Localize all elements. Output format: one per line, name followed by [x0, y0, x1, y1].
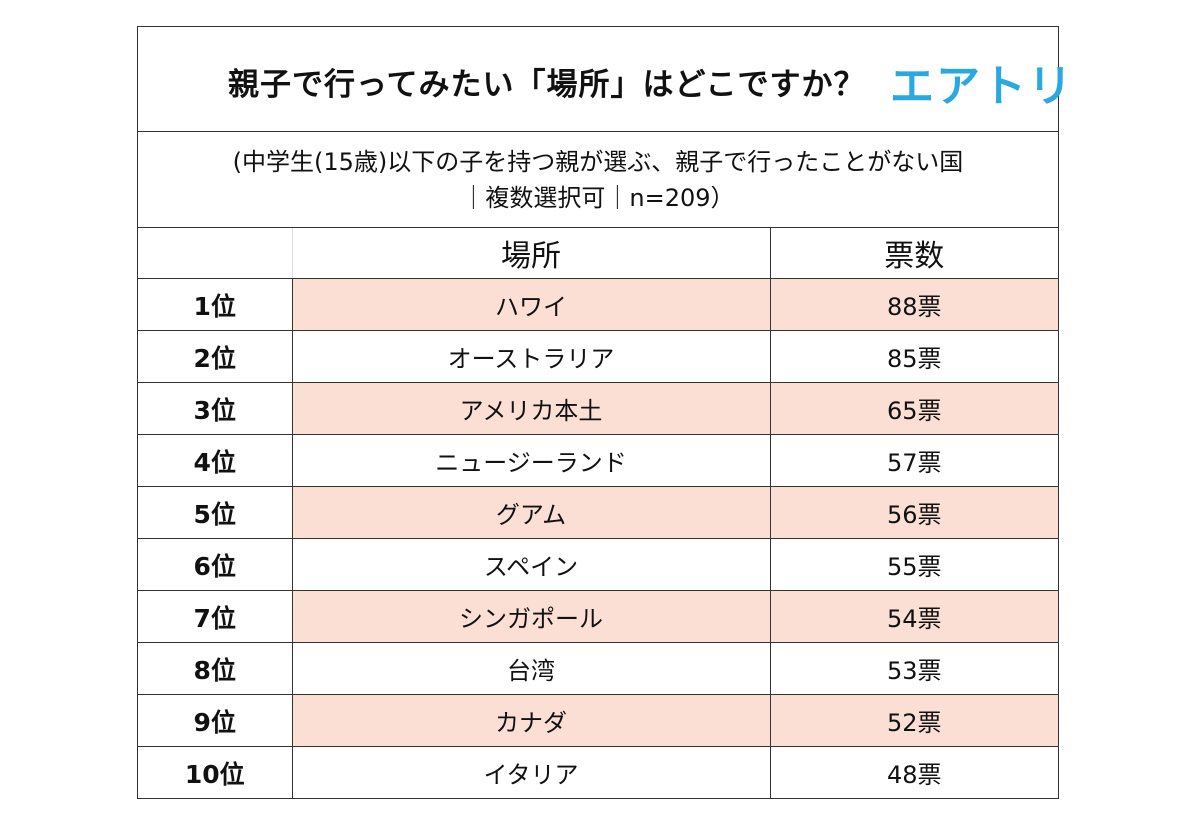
place-cell: シンガポール	[291, 590, 771, 643]
rank-cell: 2位	[138, 330, 293, 383]
table-row: 5位 グアム 56票	[138, 486, 1058, 539]
place-cell: アメリカ本土	[291, 382, 771, 435]
votes-cell: 88票	[769, 278, 1058, 331]
rank-cell: 10位	[138, 746, 293, 798]
votes-cell: 52票	[769, 694, 1058, 747]
rank-column-header	[138, 228, 293, 279]
table-row: 2位 オーストラリア 85票	[138, 330, 1058, 383]
table-row: 7位 シンガポール 54票	[138, 590, 1058, 643]
table-row: 1位 ハワイ 88票	[138, 278, 1058, 331]
subtitle-row: (中学生(15歳)以下の子を持つ親が選ぶ、親子で行ったことがない国 ｜複数選択可…	[138, 132, 1058, 228]
votes-cell: 53票	[769, 642, 1058, 695]
place-cell: オーストラリア	[291, 330, 771, 383]
place-cell: ハワイ	[291, 278, 771, 331]
table-header-row: 場所 票数	[138, 228, 1058, 279]
table-row: 4位 ニュージーランド 57票	[138, 434, 1058, 487]
votes-cell: 56票	[769, 486, 1058, 539]
rank-cell: 5位	[138, 486, 293, 539]
votes-cell: 54票	[769, 590, 1058, 643]
table-row: 10位 イタリア 48票	[138, 746, 1058, 798]
votes-cell: 65票	[769, 382, 1058, 435]
rank-cell: 3位	[138, 382, 293, 435]
subtitle-line-1: (中学生(15歳)以下の子を持つ親が選ぶ、親子で行ったことがない国	[232, 148, 964, 176]
table-row: 9位 カナダ 52票	[138, 694, 1058, 747]
rank-cell: 9位	[138, 694, 293, 747]
table-row: 3位 アメリカ本土 65票	[138, 382, 1058, 435]
votes-column-header: 票数	[769, 228, 1058, 279]
table-row: 6位 スペイン 55票	[138, 538, 1058, 591]
votes-cell: 55票	[769, 538, 1058, 591]
subtitle-line-2: ｜複数選択可｜n=209）	[461, 184, 735, 212]
place-cell: カナダ	[291, 694, 771, 747]
table-row: 8位 台湾 53票	[138, 642, 1058, 695]
place-cell: グアム	[291, 486, 771, 539]
airtrip-logo: エアトリ	[890, 61, 1074, 112]
place-cell: 台湾	[291, 642, 771, 695]
place-column-header: 場所	[291, 228, 771, 279]
votes-cell: 57票	[769, 434, 1058, 487]
survey-table-sheet: 親子で行ってみたい「場所」はどこですか？ エアトリ (中学生(15歳)以下の子を…	[137, 26, 1072, 799]
page-title: 親子で行ってみたい「場所」はどこですか？	[228, 67, 866, 103]
rank-cell: 8位	[138, 642, 293, 695]
title-row: 親子で行ってみたい「場所」はどこですか？ エアトリ	[138, 27, 1072, 132]
rank-cell: 7位	[138, 590, 293, 643]
votes-cell: 85票	[769, 330, 1058, 383]
place-cell: ニュージーランド	[291, 434, 771, 487]
votes-cell: 48票	[769, 746, 1058, 798]
rank-cell: 4位	[138, 434, 293, 487]
rank-cell: 1位	[138, 278, 293, 331]
table-body: 1位 ハワイ 88票 2位 オーストラリア 85票 3位 アメリカ本土 65票 4位 ニュージーラン…	[138, 278, 1058, 798]
place-cell: イタリア	[291, 746, 771, 798]
rank-cell: 6位	[138, 538, 293, 591]
ranking-table: 場所 票数 1位 ハワイ 88票 2位 オーストラリア 85票 3位 アメリカ本土 65票 4位ニ…	[138, 228, 1058, 798]
place-cell: スペイン	[291, 538, 771, 591]
